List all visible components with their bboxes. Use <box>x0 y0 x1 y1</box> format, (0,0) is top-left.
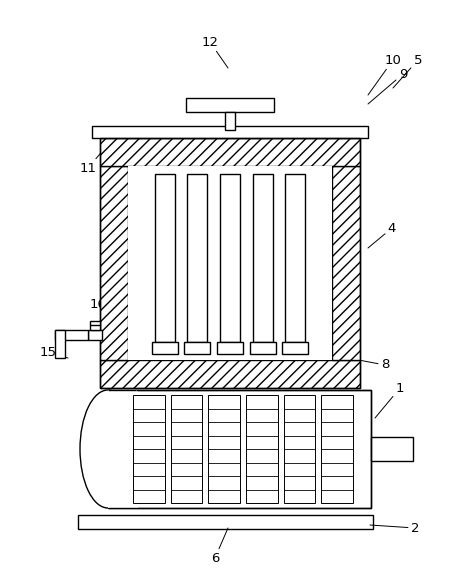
Bar <box>108 390 138 508</box>
Text: 1: 1 <box>375 381 404 418</box>
Bar <box>100 138 360 166</box>
Bar <box>128 166 332 360</box>
Bar <box>332 166 360 360</box>
Bar <box>133 395 165 503</box>
Text: 11: 11 <box>79 148 105 174</box>
Bar <box>92 126 368 138</box>
Bar <box>188 174 207 342</box>
Bar <box>55 330 65 358</box>
Bar <box>220 174 240 342</box>
Bar <box>250 342 276 354</box>
Bar <box>253 174 273 342</box>
Text: 10: 10 <box>368 53 401 95</box>
Bar <box>78 515 373 529</box>
Bar <box>184 342 210 354</box>
Text: 8: 8 <box>348 358 389 371</box>
Bar <box>88 330 102 340</box>
Bar <box>100 166 128 360</box>
Bar <box>152 342 178 354</box>
Bar <box>155 174 175 342</box>
Bar <box>225 112 235 130</box>
Text: 4: 4 <box>368 221 396 248</box>
Text: 5: 5 <box>393 53 422 88</box>
Bar <box>186 98 274 112</box>
Bar <box>171 395 202 503</box>
Bar <box>285 174 306 342</box>
Ellipse shape <box>80 390 136 508</box>
Text: 7: 7 <box>108 242 130 278</box>
Bar <box>371 437 413 461</box>
Text: 15: 15 <box>39 346 68 358</box>
Bar <box>217 342 243 354</box>
Bar <box>55 330 88 340</box>
Bar <box>282 342 308 354</box>
Text: 9: 9 <box>368 67 407 104</box>
Bar <box>246 395 278 503</box>
Text: 6: 6 <box>211 528 228 565</box>
Text: 12: 12 <box>202 36 228 68</box>
Bar <box>90 321 100 330</box>
Bar <box>208 395 240 503</box>
Text: 2: 2 <box>370 522 419 535</box>
Bar <box>321 395 353 503</box>
Bar <box>100 138 360 388</box>
Bar <box>284 395 316 503</box>
Bar <box>108 390 371 508</box>
Bar <box>100 360 360 388</box>
Text: 16: 16 <box>89 298 108 328</box>
